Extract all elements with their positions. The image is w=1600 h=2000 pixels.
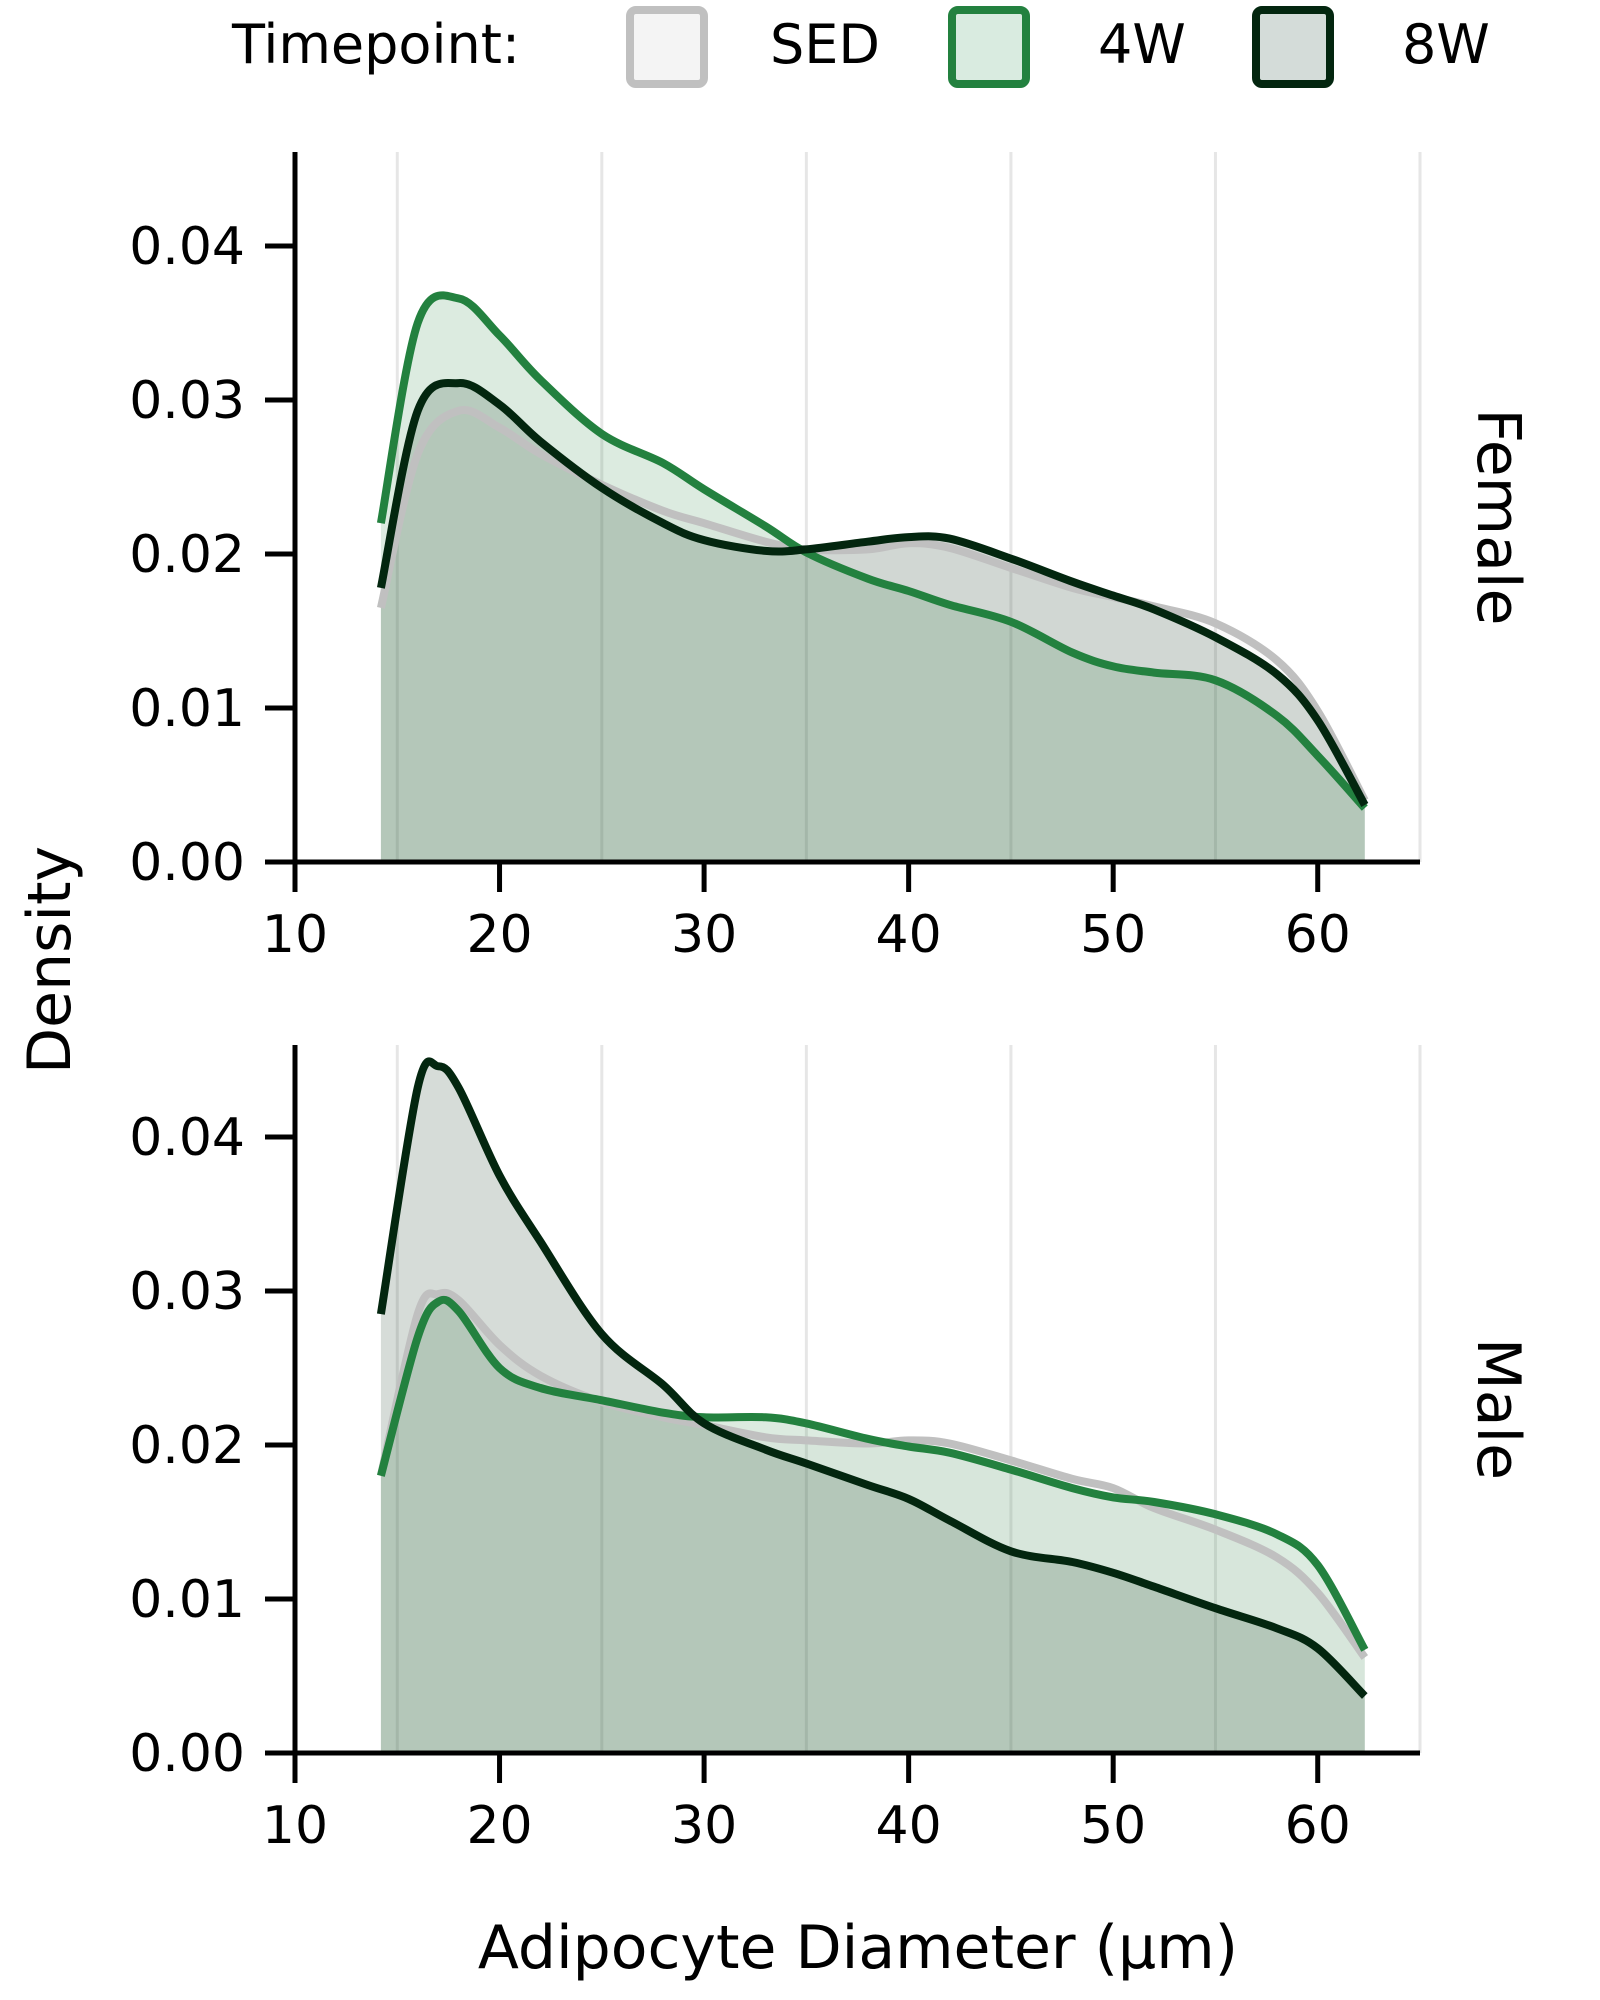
y-tick-label: 0.04 [129, 1108, 245, 1168]
x-tick-label: 40 [876, 1796, 942, 1856]
x-tick-label: 40 [876, 905, 942, 965]
density-line-female-8w [376, 379, 1369, 807]
x-tick-label: 10 [262, 1796, 328, 1856]
panel-male: 0.00 0.01 0.02 0.03 0.04 10 20 30 40 50 60 Male [129, 1045, 1533, 1856]
density-line-female-sed [377, 405, 1369, 803]
legend-swatch-sed [626, 6, 708, 88]
x-tick-label: 50 [1080, 1796, 1146, 1856]
x-tick-label: 30 [671, 1796, 737, 1856]
x-tick-label: 20 [466, 905, 532, 965]
y-tick-label: 0.01 [129, 1570, 245, 1630]
x-tick-label: 30 [671, 905, 737, 965]
x-tick-label: 60 [1285, 1796, 1351, 1856]
density-line-male-4w [377, 1295, 1369, 1652]
density-fill-female-8w [380, 383, 1365, 862]
density-fill-female-sed [380, 409, 1365, 862]
legend-label-sed: SED [770, 13, 880, 76]
x-tick-label: 60 [1285, 905, 1351, 965]
density-fill-male-8w [380, 1061, 1365, 1753]
x-axis-title: Adipocyte Diameter (μm) [478, 1913, 1238, 1983]
y-tick-label: 0.04 [129, 217, 245, 277]
y-tick-label: 0.00 [129, 1724, 245, 1784]
legend-swatch-8w [1252, 6, 1334, 88]
y-axis-title: Density [15, 846, 85, 1074]
legend: Timepoint: SED 4W 8W [231, 6, 1490, 88]
y-tick-label: 0.00 [129, 833, 245, 893]
x-tick-label: 20 [466, 1796, 532, 1856]
facet-label-male: Male [1463, 1338, 1533, 1480]
panel-female: 0.00 0.01 0.02 0.03 0.04 10 20 30 40 50 60 Female [129, 152, 1533, 965]
y-tick-label: 0.02 [129, 1416, 245, 1476]
density-fill-male-sed [380, 1292, 1365, 1753]
facet-label-female: Female [1463, 409, 1533, 626]
density-line-female-4w [376, 291, 1368, 811]
legend-title: Timepoint: [231, 13, 520, 76]
y-tick-label: 0.03 [129, 371, 245, 431]
density-fill-female-4w [380, 295, 1365, 862]
legend-label-8w: 8W [1402, 13, 1490, 76]
density-line-male-8w [376, 1057, 1368, 1699]
legend-label-4w: 4W [1098, 13, 1186, 76]
x-tick-label: 10 [262, 905, 328, 965]
y-tick-label: 0.01 [129, 679, 245, 739]
density-line-male-sed [376, 1288, 1369, 1660]
y-tick-label: 0.03 [129, 1262, 245, 1322]
y-tick-label: 0.02 [129, 525, 245, 585]
legend-swatch-4w [948, 6, 1030, 88]
x-tick-label: 50 [1080, 905, 1146, 965]
